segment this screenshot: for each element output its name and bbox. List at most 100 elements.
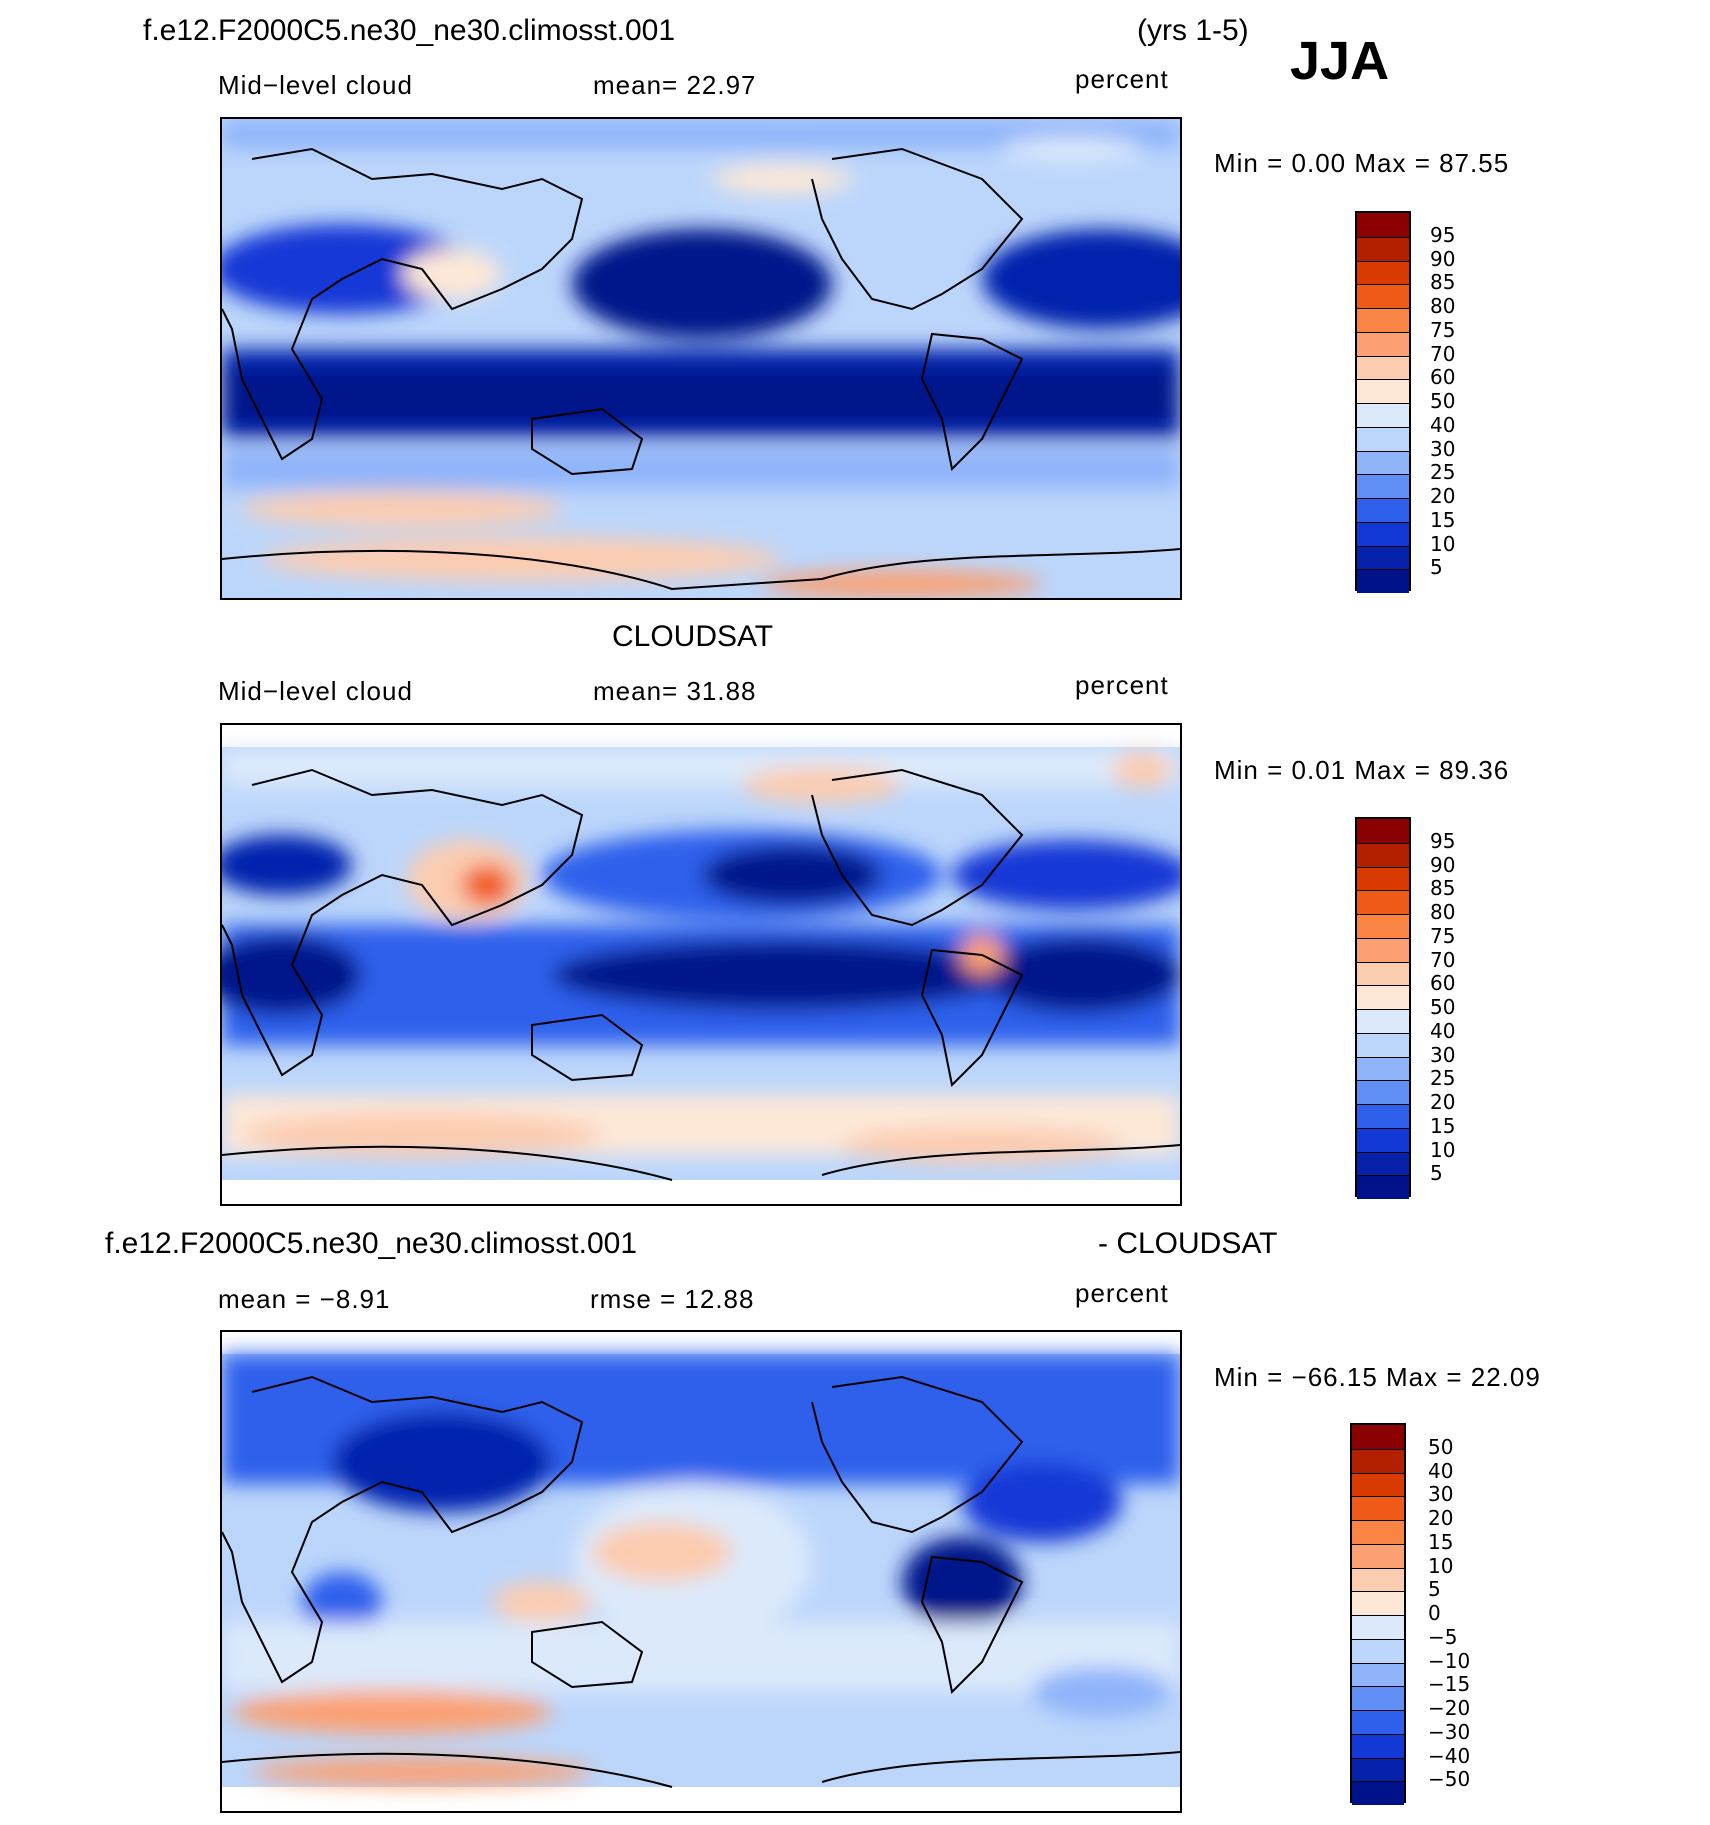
colorbar-tick-label: 40 <box>1428 1458 1454 1483</box>
colorbar-tick-label: 80 <box>1430 900 1456 924</box>
colorbar-segment <box>1357 521 1409 546</box>
colorbar-tick-label: 85 <box>1430 876 1456 901</box>
colorbar-segment <box>1357 1151 1409 1176</box>
colorbar-tick-label: 25 <box>1430 1066 1456 1091</box>
colorbar-tick-label: −50 <box>1428 1767 1471 1792</box>
colorbar-tick-label: 20 <box>1428 1506 1454 1530</box>
colorbar-tick-label: −30 <box>1428 1719 1471 1744</box>
colorbar-segment <box>1357 914 1409 938</box>
colorbar-tick-label: 85 <box>1430 270 1456 295</box>
colorbar-segment <box>1357 1175 1409 1199</box>
colorbar-segment <box>1352 1567 1404 1592</box>
colorbar-segment <box>1357 236 1409 261</box>
colorbar-tick-label: 40 <box>1430 1018 1456 1043</box>
panel3-title-right: - CLOUDSAT <box>1098 1227 1278 1260</box>
colorbar-tick-label: −5 <box>1428 1624 1458 1649</box>
panel2-variable: Mid−level cloud <box>218 676 413 706</box>
colorbar-tick-label: −40 <box>1428 1743 1471 1768</box>
colorbar-segment <box>1352 1496 1404 1520</box>
colorbar-segment <box>1357 985 1409 1009</box>
colorbar-tick-label: 90 <box>1430 852 1456 877</box>
colorbar-segment <box>1357 331 1409 356</box>
colorbar-tick-label: 5 <box>1430 1161 1443 1186</box>
colorbar-segment <box>1357 1104 1409 1128</box>
colorbar-tick-label: 60 <box>1430 971 1456 996</box>
colorbar-tick-label: 90 <box>1430 246 1456 271</box>
panel3-colorbar <box>1350 1423 1406 1805</box>
colorbar-segment <box>1357 1032 1409 1057</box>
colorbar-segment <box>1352 1472 1404 1497</box>
years-label: (yrs 1-5) <box>1137 14 1249 47</box>
colorbar-tick-label: 70 <box>1430 341 1456 366</box>
colorbar-tick-label: −20 <box>1428 1696 1471 1720</box>
panel2-minmax: Min = 0.01 Max = 89.36 <box>1214 755 1510 785</box>
colorbar-segment <box>1357 426 1409 451</box>
colorbar-segment <box>1357 308 1409 332</box>
panel1-map <box>220 117 1182 600</box>
colorbar-segment <box>1357 842 1409 867</box>
colorbar-segment <box>1357 890 1409 914</box>
colorbar-tick-label: −10 <box>1428 1648 1471 1673</box>
colorbar-segment <box>1357 1009 1409 1033</box>
colorbar-segment <box>1352 1448 1404 1473</box>
colorbar-segment <box>1352 1710 1404 1734</box>
panel2-map <box>220 723 1182 1206</box>
colorbar-segment <box>1357 545 1409 570</box>
colorbar-segment <box>1352 1543 1404 1568</box>
colorbar-tick-label: 75 <box>1430 923 1456 948</box>
colorbar-segment <box>1357 403 1409 427</box>
colorbar-tick-label: −15 <box>1428 1672 1471 1697</box>
panel3-title-left: f.e12.F2000C5.ne30_ne30.climosst.001 <box>105 1227 638 1260</box>
colorbar-tick-label: 5 <box>1428 1577 1441 1602</box>
colorbar-tick-label: 40 <box>1430 412 1456 437</box>
panel1-mean: mean= 22.97 <box>593 70 757 100</box>
colorbar-tick-label: 0 <box>1428 1601 1441 1625</box>
case-title: f.e12.F2000C5.ne30_ne30.climosst.001 <box>143 14 676 47</box>
colorbar-tick-label: 10 <box>1428 1553 1454 1578</box>
panel3-units: percent <box>1075 1278 1169 1308</box>
panel2-mean: mean= 31.88 <box>593 676 757 706</box>
colorbar-segment <box>1357 569 1409 593</box>
panel3-rmse: rmse = 12.88 <box>590 1284 755 1314</box>
panel1-variable: Mid−level cloud <box>218 70 413 100</box>
colorbar-segment <box>1357 937 1409 962</box>
colorbar-tick-label: 5 <box>1430 555 1443 580</box>
colorbar-segment <box>1357 213 1409 237</box>
colorbar-segment <box>1352 1615 1404 1639</box>
colorbar-segment <box>1357 1080 1409 1104</box>
colorbar-tick-label: 20 <box>1430 1090 1456 1114</box>
colorbar-segment <box>1352 1733 1404 1758</box>
colorbar-segment <box>1357 260 1409 285</box>
colorbar-segment <box>1352 1686 1404 1710</box>
colorbar-tick-label: 60 <box>1430 365 1456 390</box>
colorbar-tick-label: 10 <box>1430 531 1456 556</box>
colorbar-tick-label: 15 <box>1430 1113 1456 1138</box>
colorbar-segment <box>1357 961 1409 986</box>
colorbar-segment <box>1352 1638 1404 1663</box>
colorbar-segment <box>1357 284 1409 308</box>
colorbar-tick-label: 80 <box>1430 294 1456 318</box>
colorbar-segment <box>1352 1781 1404 1805</box>
colorbar-tick-label: 75 <box>1430 317 1456 342</box>
colorbar-segment <box>1357 1056 1409 1081</box>
colorbar-tick-label: 30 <box>1430 1042 1456 1067</box>
colorbar-tick-label: 95 <box>1430 222 1456 247</box>
colorbar-segment <box>1352 1662 1404 1687</box>
panel2-colorbar <box>1355 817 1411 1199</box>
colorbar-segment <box>1357 379 1409 403</box>
colorbar-tick-label: 50 <box>1430 995 1456 1019</box>
colorbar-tick-label: 50 <box>1430 389 1456 413</box>
colorbar-tick-label: 10 <box>1430 1137 1456 1162</box>
colorbar-tick-label: 70 <box>1430 947 1456 972</box>
colorbar-segment <box>1357 1127 1409 1152</box>
panel1-colorbar <box>1355 211 1411 593</box>
colorbar-segment <box>1357 498 1409 522</box>
colorbar-segment <box>1352 1757 1404 1782</box>
season-label: JJA <box>1290 31 1390 91</box>
colorbar-tick-label: 95 <box>1430 828 1456 853</box>
panel3-map <box>220 1330 1182 1813</box>
colorbar-segment <box>1357 819 1409 843</box>
panel2-units: percent <box>1075 670 1169 700</box>
colorbar-segment <box>1352 1425 1404 1449</box>
panel3-mean: mean = −8.91 <box>218 1284 391 1314</box>
